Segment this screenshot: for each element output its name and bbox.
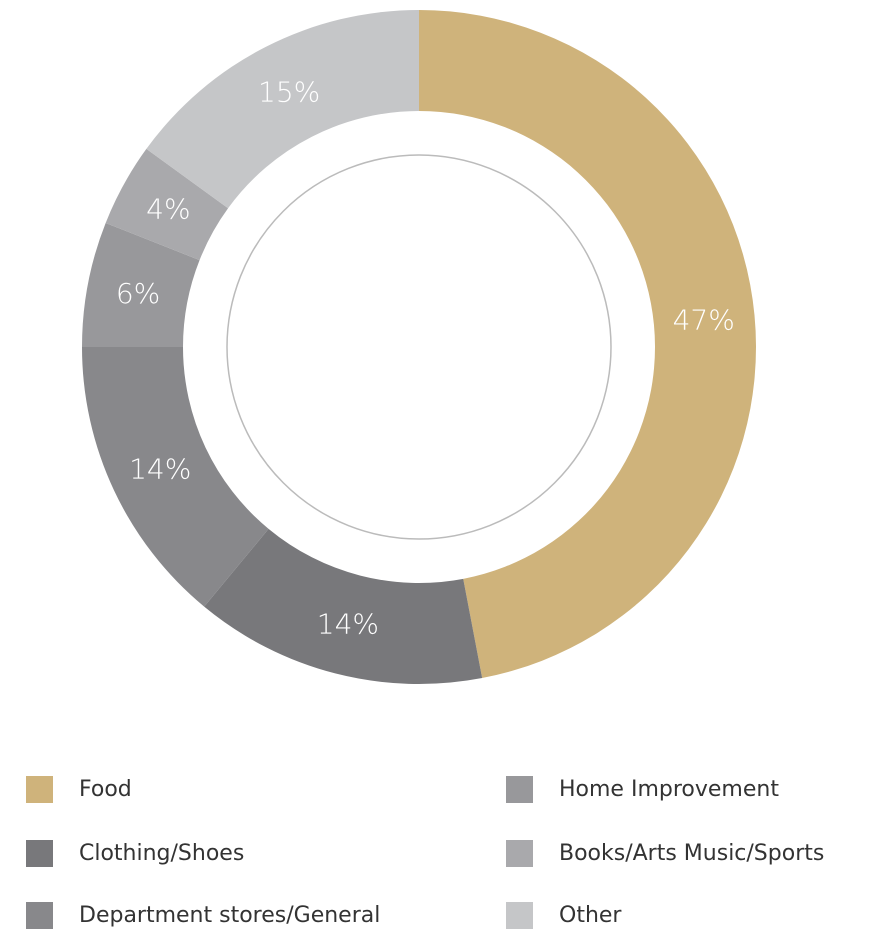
legend-label: Food <box>79 776 132 802</box>
slice-value-label: 4% <box>146 193 190 226</box>
slice-value-label: 14% <box>129 452 191 485</box>
slice-value-label: 47% <box>673 304 735 337</box>
donut-chart-svg: 47% 14% 14% 6% 4% 15% <box>82 10 757 684</box>
slice-value-label: 14% <box>317 608 379 641</box>
slice-value-label: 6% <box>116 277 160 310</box>
slice-clothing-shoes <box>204 528 483 684</box>
legend-item: Department stores/General <box>26 898 380 932</box>
legend: Food Clothing/Shoes Department stores/Gene… <box>0 760 883 941</box>
legend-swatch <box>26 839 53 867</box>
legend-swatch <box>506 901 533 929</box>
legend-label: Other <box>559 902 622 928</box>
legend-item: Other <box>506 898 621 932</box>
slice-food <box>419 10 757 679</box>
legend-label: Home Improvement <box>559 776 779 802</box>
slice-books-arts-music-sports <box>105 148 229 261</box>
legend-swatch <box>26 775 53 803</box>
legend-item: Books/Arts Music/Sports <box>506 836 824 870</box>
legend-label: Clothing/Shoes <box>79 840 245 866</box>
legend-item: Food <box>26 772 132 806</box>
legend-label: Books/Arts Music/Sports <box>559 840 825 866</box>
slice-value-label: 15% <box>258 76 320 109</box>
legend-swatch <box>506 775 533 803</box>
legend-item: Clothing/Shoes <box>26 836 244 870</box>
donut-chart: 47% 14% 14% 6% 4% 15% <box>82 10 757 684</box>
labels-layer: 47% 14% 14% 6% 4% 15% <box>116 76 735 641</box>
slices-layer <box>82 10 757 684</box>
inner-decorative-ring <box>226 154 612 540</box>
slice-department-stores-general <box>82 347 269 607</box>
slice-home-improvement <box>82 222 200 347</box>
legend-swatch <box>506 839 533 867</box>
legend-swatch <box>26 901 53 929</box>
slice-other <box>146 10 419 209</box>
legend-item: Home Improvement <box>506 772 779 806</box>
legend-label: Department stores/General <box>79 902 381 928</box>
